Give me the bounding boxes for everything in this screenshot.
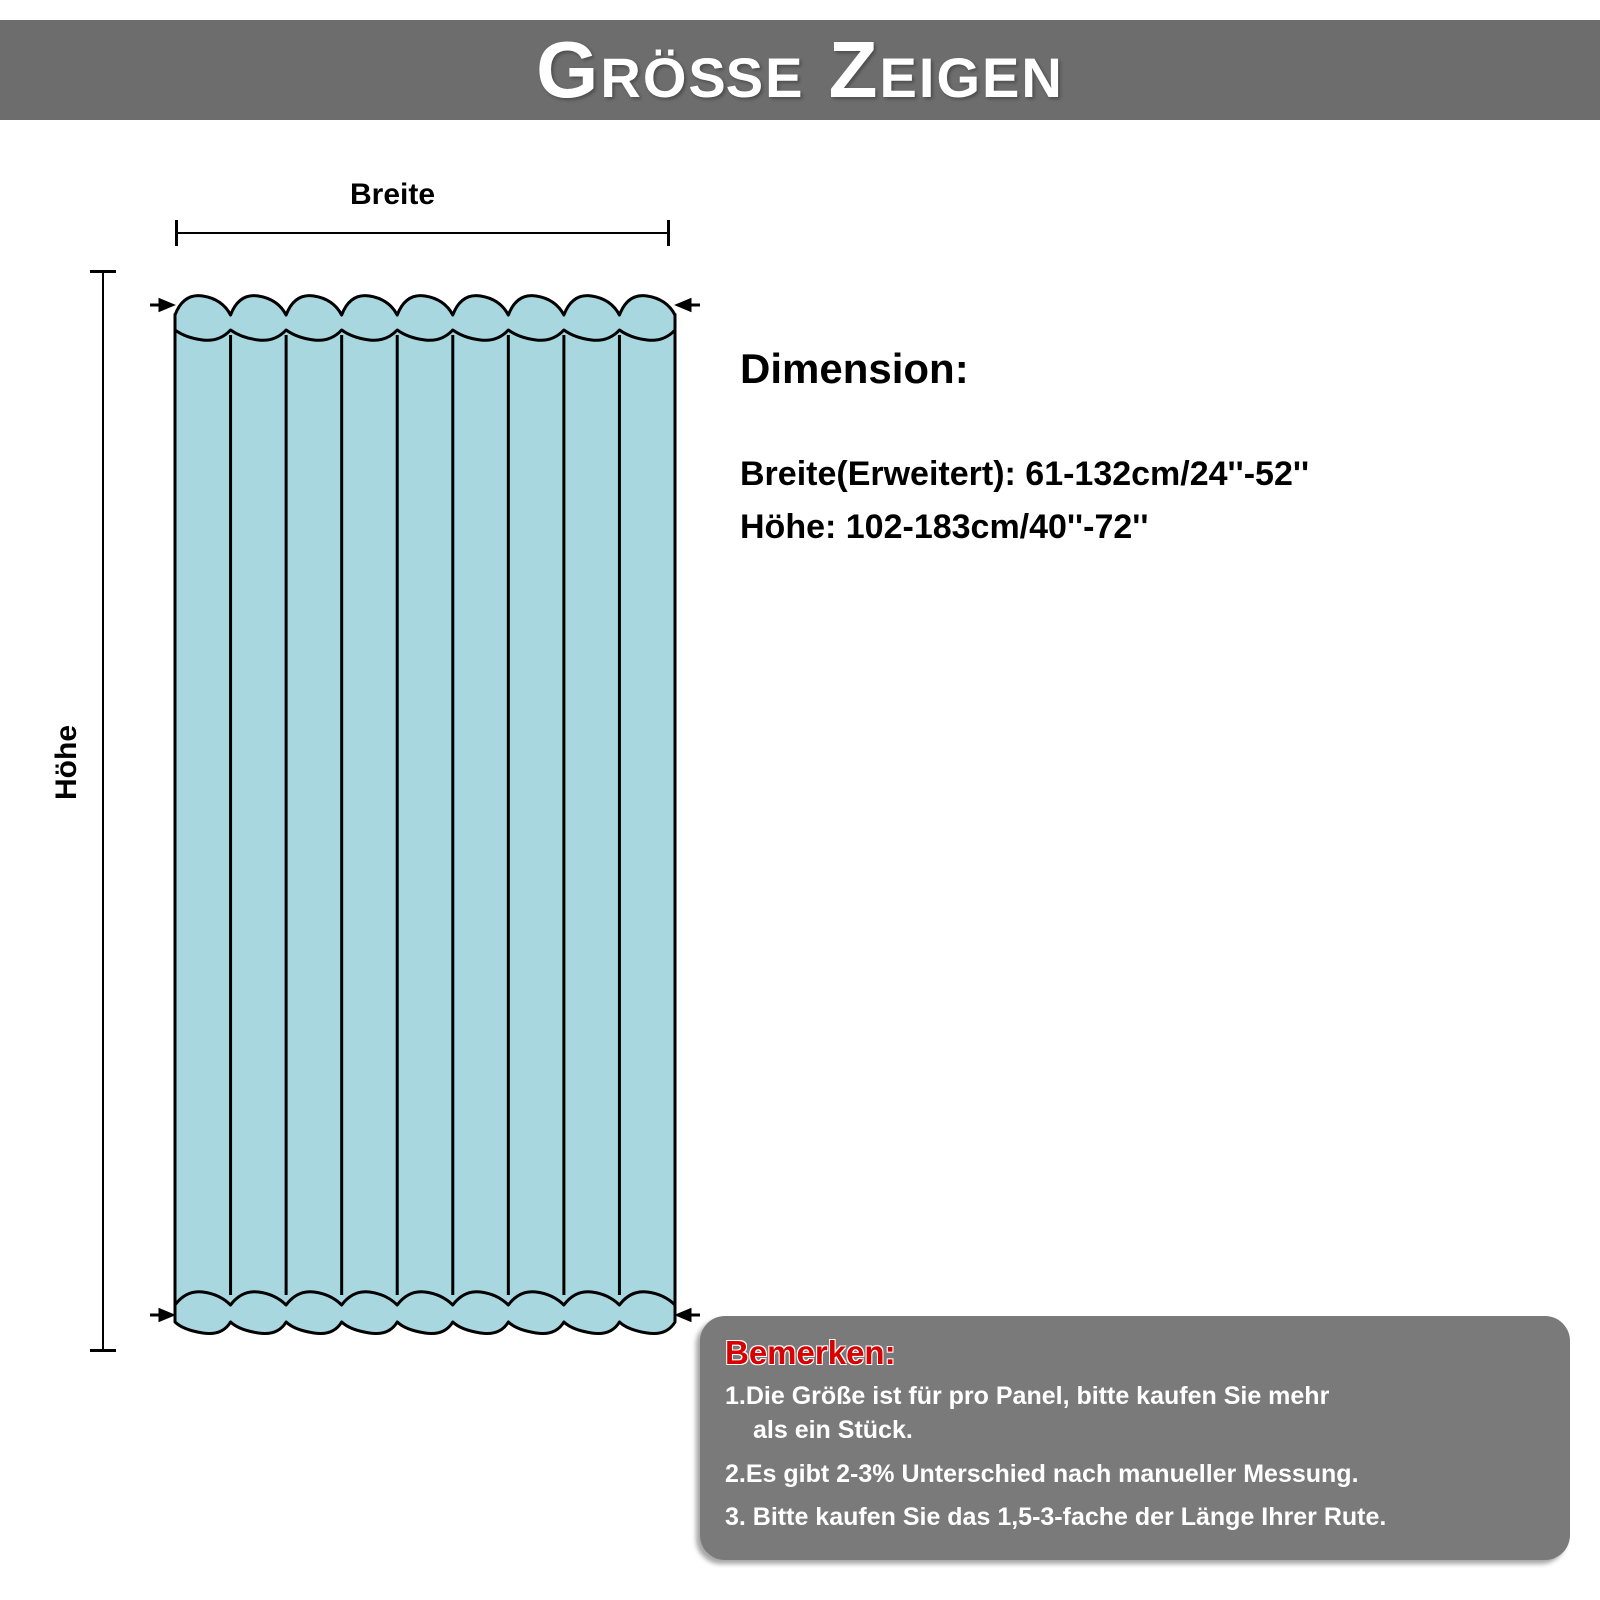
height-label: Höhe bbox=[50, 725, 84, 800]
height-tick-bottom bbox=[90, 1349, 116, 1352]
width-line bbox=[175, 232, 670, 234]
dimension-heading: Dimension: bbox=[740, 345, 1560, 393]
width-tick-left bbox=[175, 220, 178, 246]
header-bar: Größe Zeigen bbox=[0, 20, 1600, 120]
dimension-block: Dimension: Breite(Erweitert): 61-132cm/2… bbox=[740, 345, 1560, 553]
note-body: 1.Die Größe ist für pro Panel, bitte kau… bbox=[725, 1380, 1545, 1535]
header-title: Größe Zeigen bbox=[536, 24, 1064, 116]
note-item: 1.Die Größe ist für pro Panel, bitte kau… bbox=[725, 1380, 1545, 1448]
dimension-height-line: Höhe: 102-183cm/40''-72'' bbox=[740, 501, 1560, 554]
width-label: Breite bbox=[350, 178, 435, 212]
note-box: Bemerken: 1.Die Größe ist für pro Panel,… bbox=[700, 1316, 1570, 1560]
curtain-illustration bbox=[150, 260, 700, 1370]
width-tick-right bbox=[667, 220, 670, 246]
dimension-width-line: Breite(Erweitert): 61-132cm/24''-52'' bbox=[740, 448, 1560, 501]
height-dimension-bar bbox=[90, 270, 120, 1352]
height-tick-top bbox=[90, 270, 116, 273]
width-dimension-bar bbox=[175, 220, 670, 250]
note-item: 3. Bitte kaufen Sie das 1,5-3-fache der … bbox=[725, 1501, 1545, 1535]
height-line bbox=[102, 270, 104, 1352]
note-item: 2.Es gibt 2-3% Unterschied nach manuelle… bbox=[725, 1458, 1545, 1492]
note-title: Bemerken: bbox=[725, 1334, 1545, 1372]
